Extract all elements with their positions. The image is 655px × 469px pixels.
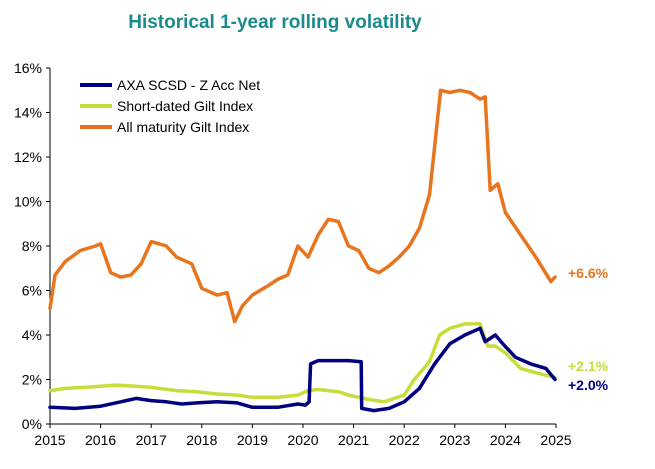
x-tick-label: 2015	[34, 432, 65, 448]
legend: AXA SCSD - Z Acc Net Short-dated Gilt Ind…	[80, 77, 260, 135]
x-tick-label: 2022	[389, 432, 420, 448]
end-label-0: +6.6%	[568, 265, 609, 281]
series-line-0	[48, 326, 557, 413]
y-tick-label: 2%	[22, 372, 42, 388]
y-tick-label: 8%	[22, 238, 42, 254]
y-tick-label: 16%	[14, 60, 42, 76]
x-tick-label: 2019	[237, 432, 268, 448]
legend-label-1: Short-dated Gilt Index	[117, 98, 253, 114]
end-labels: +6.6% +2.1% +2.0%	[568, 265, 609, 393]
series-line-1	[48, 322, 557, 404]
y-tick-label: 12%	[14, 149, 42, 165]
x-tick-label: 2021	[338, 432, 369, 448]
x-tick-label: 2018	[186, 432, 217, 448]
y-tick-label: 0%	[22, 416, 42, 432]
end-label-2: +2.0%	[568, 377, 609, 393]
x-tick-label: 2017	[136, 432, 167, 448]
y-tick-label: 14%	[14, 105, 42, 121]
axes: 0% 2% 4% 6% 8% 10% 12% 14% 16% 2015 2016 2017 2018 20…	[14, 60, 572, 448]
legend-label-0: AXA SCSD - Z Acc Net	[117, 77, 260, 93]
x-tick-label: 2020	[287, 432, 318, 448]
legend-label-2: All maturity Gilt Index	[117, 119, 249, 135]
y-tick-label: 6%	[22, 283, 42, 299]
series-line-2	[48, 88, 557, 324]
y-tick-label: 4%	[22, 327, 42, 343]
series-layer	[48, 88, 557, 413]
x-tick-label: 2023	[439, 432, 470, 448]
end-label-1: +2.1%	[568, 358, 609, 374]
x-tick-label: 2016	[85, 432, 116, 448]
x-tick-label: 2024	[490, 432, 521, 448]
x-tick-label: 2025	[540, 432, 571, 448]
chart-title: Historical 1-year rolling volatility	[128, 12, 422, 33]
y-tick-label: 10%	[14, 194, 42, 210]
